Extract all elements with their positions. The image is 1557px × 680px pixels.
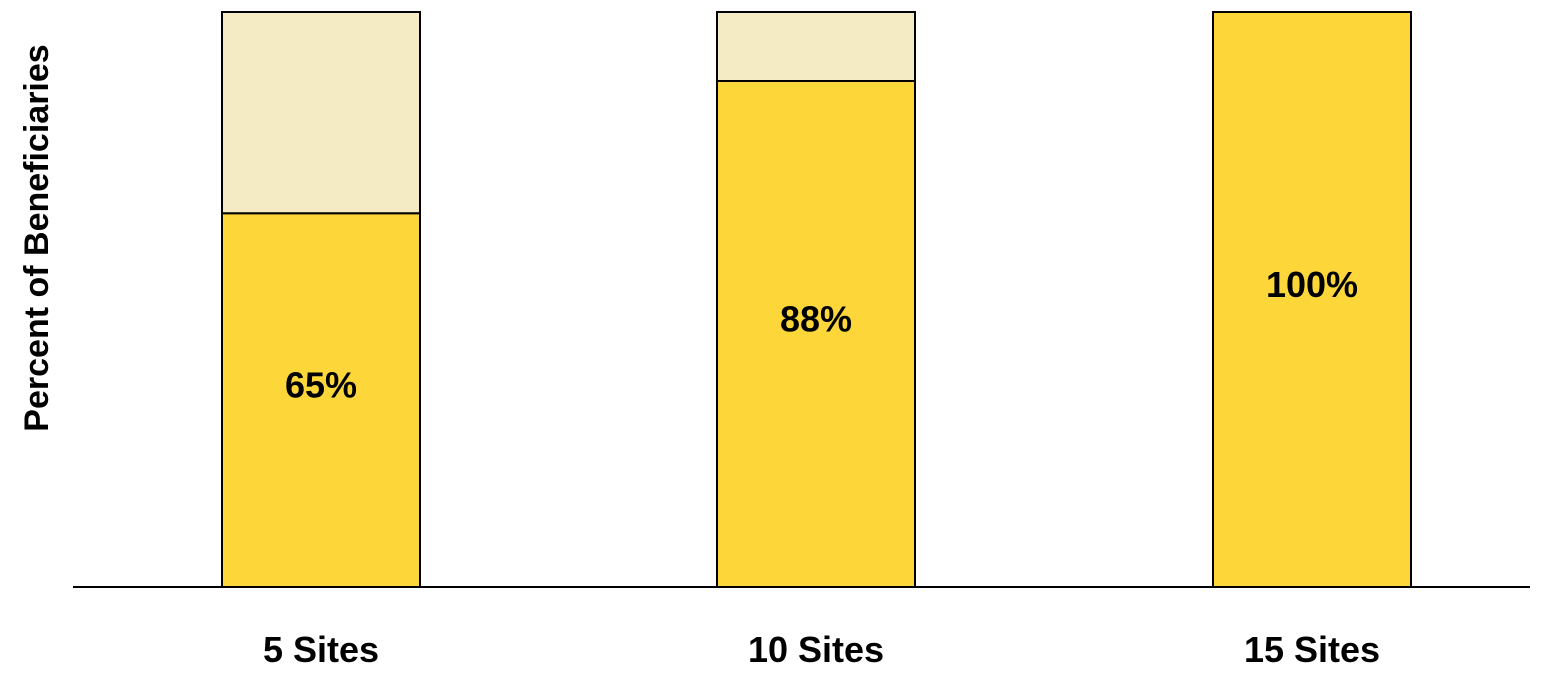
data-label-2: 88%: [780, 299, 852, 340]
bar-segment-1-3: [1212, 11, 1412, 588]
y-axis-label: Percent of Beneficiaries: [18, 44, 56, 431]
bar-segment-2-2: [716, 11, 916, 82]
bar-segment-1-2: [716, 80, 916, 588]
bar-segment-1-1: [221, 212, 421, 588]
data-label-1: 65%: [285, 365, 357, 406]
category-label-3: 15 Sites: [1244, 629, 1380, 670]
bar-segment-2-1: [221, 11, 421, 215]
category-label-1: 5 Sites: [263, 629, 379, 670]
category-label-2: 10 Sites: [748, 629, 884, 670]
category-labels-group: 5 Sites 10 Sites 15 Sites: [263, 629, 1380, 670]
data-label-3: 100%: [1266, 264, 1358, 305]
bars-group: 65% 88% 100%: [221, 11, 1412, 588]
